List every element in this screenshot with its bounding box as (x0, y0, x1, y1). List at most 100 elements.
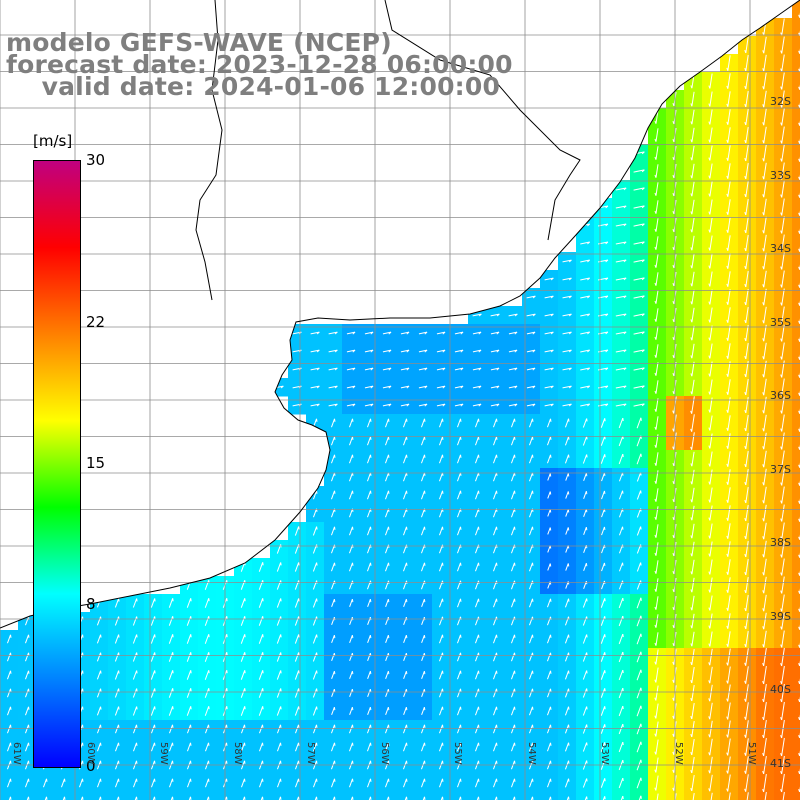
wind-arrow (312, 580, 318, 590)
wind-arrow-head (744, 589, 747, 594)
wind-arrow-head (762, 464, 765, 468)
wind-arrow (385, 418, 389, 428)
wind-arrow (475, 562, 479, 572)
wind-arrow (421, 724, 425, 734)
wind-arrow-head (388, 385, 392, 389)
wind-arrow (529, 526, 533, 536)
wind-arrow-head (744, 625, 747, 630)
wind-arrow (547, 598, 551, 608)
wind-arrow (346, 403, 356, 407)
wind-speed-cell (792, 216, 800, 235)
wind-arrow (764, 792, 767, 800)
wind-arrow-head (406, 367, 410, 371)
wind-arrow-head (641, 169, 645, 173)
wind-arrow (400, 385, 410, 389)
wind-arrow (169, 742, 173, 752)
wind-arrow-head (726, 427, 729, 431)
wind-arrow-head (460, 367, 464, 371)
wind-arrow (745, 720, 749, 738)
wind-arrow-head (654, 697, 657, 701)
longitude-label: 53W (599, 742, 610, 765)
wind-arrow-head (654, 264, 657, 268)
wind-arrow (187, 778, 191, 788)
longitude-label: 60W (84, 742, 96, 765)
wind-arrow (294, 562, 300, 572)
wind-arrow (349, 616, 353, 626)
wind-arrow (727, 487, 731, 503)
wind-arrow-head (708, 607, 711, 611)
wind-arrow (655, 362, 659, 376)
wind-arrow (368, 796, 371, 800)
wind-arrow-head (726, 373, 729, 377)
wind-speed-cell (18, 792, 37, 800)
wind-arrow (186, 616, 192, 626)
wind-arrow (421, 508, 425, 518)
wind-arrow-head (744, 391, 747, 396)
wind-arrow (403, 688, 407, 698)
wind-arrow (582, 724, 588, 734)
wind-arrow-head (726, 535, 729, 539)
wind-arrow-head (672, 300, 675, 305)
wind-arrow (436, 385, 446, 389)
wind-arrow-head (496, 385, 500, 389)
wind-arrow-head (532, 403, 536, 407)
wind-arrow (745, 774, 749, 792)
latitude-label: 38S (770, 536, 791, 549)
wind-speed-cell (792, 450, 800, 469)
wind-arrow (582, 634, 588, 644)
model-title: modelo GEFS-WAVE (NCEP) (6, 28, 392, 57)
wind-arrow (312, 634, 318, 644)
wind-arrow (763, 18, 767, 36)
wind-arrow (457, 598, 461, 608)
wind-arrow-head (460, 349, 464, 353)
wind-arrow (600, 598, 606, 608)
wind-arrow (745, 504, 749, 522)
wind-arrow (276, 580, 282, 590)
wind-arrow-head (762, 716, 765, 721)
wind-arrow (709, 738, 713, 756)
wind-arrow (385, 688, 389, 698)
wind-arrow-head (334, 331, 338, 335)
wind-arrow (529, 490, 533, 500)
wind-arrow-head (623, 403, 627, 407)
wind-arrow (709, 487, 713, 503)
wind-arrow (403, 742, 407, 752)
wind-arrow-head (780, 717, 783, 721)
wind-arrow-head (762, 122, 765, 126)
wind-arrow (781, 378, 785, 396)
wind-arrow (511, 742, 515, 752)
wind-arrow (691, 613, 695, 629)
colorbar-unit: [m/s] (33, 132, 73, 150)
wind-arrow (475, 652, 479, 662)
wind-arrow (547, 616, 551, 626)
wind-arrow (367, 490, 371, 500)
colorbar-tick-label: 30 (86, 151, 106, 169)
wind-arrow-head (532, 331, 536, 335)
wind-arrow (618, 417, 624, 429)
wind-arrow (439, 706, 443, 716)
wind-arrow-head (654, 156, 657, 160)
wind-arrow-head (654, 246, 657, 250)
wind-arrow-head (352, 331, 356, 335)
wind-arrow-head (798, 753, 800, 757)
wind-arrow (600, 634, 606, 644)
wind-arrow (475, 454, 479, 464)
wind-arrow-head (780, 194, 783, 198)
wind-arrow (656, 793, 659, 800)
wind-arrow-head (654, 282, 657, 286)
wind-arrow-head (780, 626, 783, 630)
wind-arrow (565, 491, 569, 499)
wind-arrow-head (587, 241, 591, 245)
wind-arrow (781, 162, 785, 180)
wind-arrow (204, 688, 210, 698)
wind-arrow-head (798, 663, 800, 667)
wind-arrow (511, 526, 515, 536)
wind-arrow (367, 436, 371, 446)
wind-arrow-head (726, 319, 729, 323)
wind-arrow (43, 778, 47, 788)
wind-arrow (169, 778, 173, 788)
wind-arrow-head (605, 295, 609, 299)
wind-speed-cell (792, 666, 800, 685)
wind-arrow (385, 598, 389, 608)
wind-arrow (582, 706, 588, 716)
